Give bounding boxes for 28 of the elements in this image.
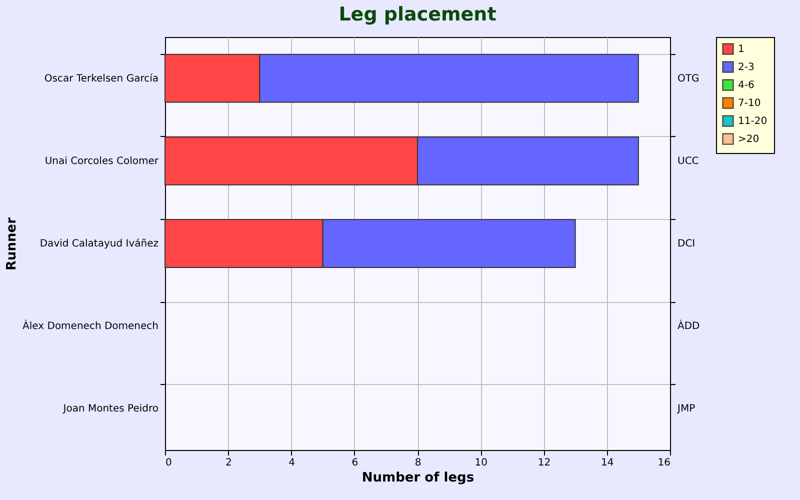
y-tick-label: Unai Corcoles Colomer	[44, 156, 160, 167]
x-tick-label: 0	[166, 458, 172, 468]
x-tick-label: 16	[658, 458, 670, 468]
y2-tick-label: OTG	[678, 73, 700, 84]
y2-tick-label: ÀDD	[678, 319, 700, 332]
legend-label: 2-3	[738, 62, 754, 73]
y-tick-label: Oscar Terkelsen García	[44, 73, 158, 84]
x-tick-label: 12	[538, 458, 551, 468]
legend-label: 1	[738, 44, 744, 55]
legend-label: 11-20	[738, 116, 768, 127]
y-tick-label: Àlex Domenech Domenech	[22, 319, 158, 332]
legend-label: 4-6	[738, 80, 754, 91]
x-tick-label: 14	[601, 458, 614, 468]
y-axis-title: Runner	[4, 216, 20, 271]
x-tick-label: 4	[288, 458, 295, 468]
y2-tick-label: UCC	[678, 156, 699, 167]
x-tick-label: 8	[414, 458, 422, 468]
y-tick-label: David Calatayud Iváñez	[40, 238, 158, 250]
x-tick-label: 6	[352, 458, 358, 468]
legend-label: 7-10	[738, 98, 761, 109]
x-tick-label: 10	[474, 458, 488, 468]
y2-tick-label: DCI	[678, 238, 696, 250]
x-axis-title: Number of legs	[362, 470, 474, 486]
y-tick-label: Joan Montes Peidro	[62, 404, 158, 415]
y2-tick-label: JMP	[676, 404, 696, 415]
chart-title: Leg placement	[338, 4, 496, 26]
legend-label: >20	[738, 134, 760, 145]
x-tick-label: 2	[225, 458, 232, 468]
